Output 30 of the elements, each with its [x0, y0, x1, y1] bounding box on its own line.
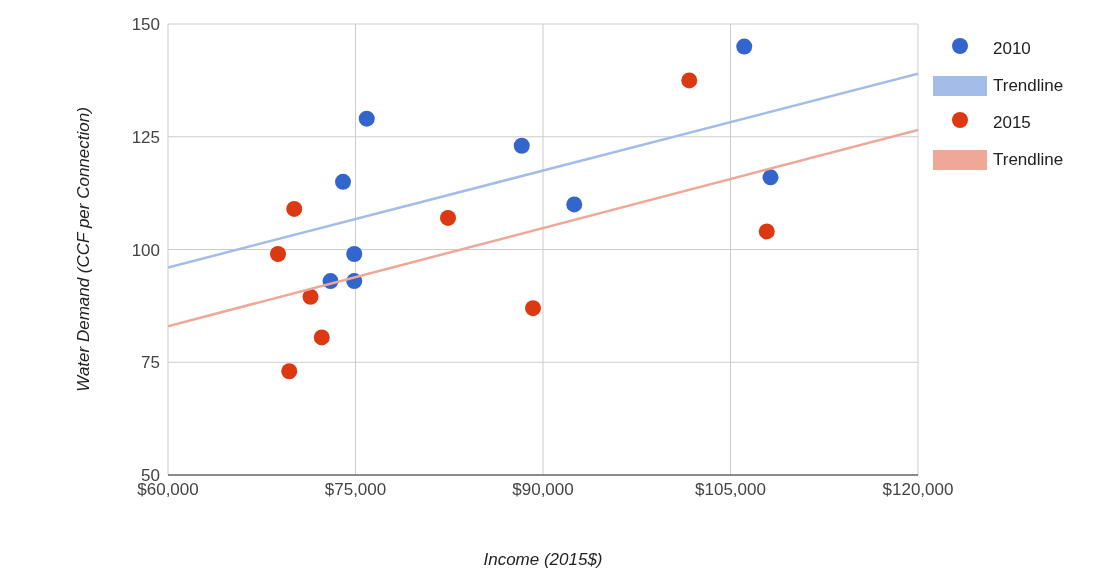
y-axis-title: Water Demand (CCF per Connection) [74, 107, 94, 392]
x-axis-title: Income (2015$) [483, 550, 603, 569]
point [681, 72, 698, 89]
legend-label: 2015 [993, 112, 1031, 133]
legend-label: Trendline [993, 149, 1064, 170]
point [762, 169, 779, 186]
y-tick-label: 150 [131, 15, 160, 35]
y-tick-label: 100 [131, 240, 160, 260]
y-tick-label: 75 [141, 353, 160, 373]
y-tick-label: 125 [131, 127, 160, 147]
x-tick-label: $90,000 [512, 480, 574, 500]
point [346, 246, 363, 263]
point [358, 110, 375, 127]
legend-label: Trendline [993, 75, 1064, 96]
legend-label: 2010 [993, 38, 1031, 59]
x-tick-label: $120,000 [882, 480, 954, 500]
point [302, 288, 319, 305]
point [758, 223, 775, 240]
point [281, 363, 298, 380]
point [440, 209, 456, 226]
x-tick-label: $105,000 [695, 480, 766, 500]
point [513, 137, 530, 154]
point [335, 173, 351, 190]
point [286, 200, 303, 217]
point [313, 329, 330, 346]
x-tick-label: $75,000 [324, 480, 387, 500]
point [270, 246, 286, 263]
point [736, 38, 753, 55]
point [525, 300, 541, 317]
point [566, 196, 583, 213]
